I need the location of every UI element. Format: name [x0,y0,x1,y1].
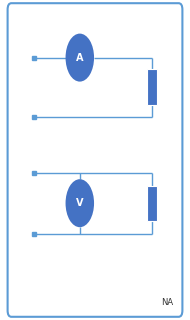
Text: NA: NA [161,298,173,307]
Circle shape [66,34,94,82]
Circle shape [66,179,94,227]
FancyBboxPatch shape [147,69,157,105]
Text: V: V [76,198,84,208]
Text: A: A [76,52,84,63]
FancyBboxPatch shape [147,186,157,221]
